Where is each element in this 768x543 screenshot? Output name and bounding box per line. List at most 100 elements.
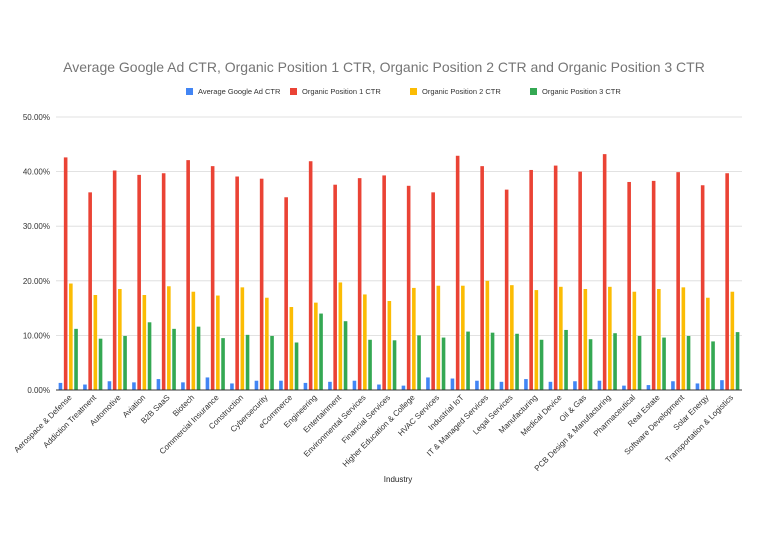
legend: Average Google Ad CTR Organic Position 1 … [186,87,621,96]
bar [524,379,528,390]
bar [686,335,691,390]
bar [83,384,87,390]
bar [662,337,666,390]
bar [392,340,397,390]
bar [515,333,519,390]
chart-title: Average Google Ad CTR, Organic Position … [63,59,705,75]
bar [142,295,147,390]
bar [632,291,637,390]
bar [319,313,323,390]
bar [343,321,348,390]
bar [735,332,740,390]
bar [573,381,577,390]
bar [455,155,460,390]
bar [681,287,686,390]
bar [490,332,495,390]
bar [259,178,264,390]
bar [363,294,367,390]
y-tick-label: 40.00% [23,168,50,177]
bar [671,381,675,390]
bar [74,328,78,390]
bar [504,189,509,390]
bar [382,175,386,390]
bar [240,287,245,390]
bar [289,307,294,390]
bar [191,291,196,390]
bar [137,174,141,390]
legend-swatch [290,88,297,95]
bar [88,192,92,390]
bar [230,383,234,390]
y-axis-ticks: 0.00% 10.00% 20.00% 30.00% 40.00% 50.00% [23,113,50,395]
bar [651,180,656,390]
bar [711,341,715,390]
y-tick-label: 10.00% [23,331,50,340]
bar [578,171,582,390]
bar [564,329,568,390]
bar [107,381,112,390]
bar [196,326,201,390]
bar [93,295,98,390]
bar [548,381,553,390]
bar [613,333,617,390]
bar [205,377,210,390]
bar [368,339,372,390]
bar [588,339,593,390]
bar [539,339,544,390]
bar [720,380,724,390]
y-tick-label: 0.00% [27,386,50,395]
y-tick-label: 30.00% [23,222,50,231]
bar [676,172,680,390]
bar [118,288,122,390]
bar [172,328,176,390]
bar [161,173,166,390]
bar [431,192,435,390]
bar [700,185,705,390]
bar [123,335,127,390]
bar [553,165,558,390]
x-axis-label: Industry [384,475,412,484]
bar [510,285,514,390]
grid-lines [56,116,742,336]
bar [534,290,539,390]
bar [441,337,446,390]
legend-swatch [530,88,537,95]
bar [254,380,259,390]
legend-label: Average Google Ad CTR [198,87,281,96]
legend-label: Organic Position 2 CTR [422,87,501,96]
bar [695,383,700,390]
bar [377,384,381,390]
bar [627,181,631,390]
bar [284,197,288,390]
legend-swatch [186,88,193,95]
bar [156,379,161,390]
bar [417,335,421,390]
bar [132,382,136,390]
bar [657,288,661,390]
bar [461,285,465,390]
y-tick-label: 20.00% [23,277,50,286]
bar [499,381,504,390]
bar [485,280,490,390]
bar [181,382,185,390]
bar [69,283,73,390]
bar [265,297,269,390]
bar [637,335,642,390]
bar [186,160,190,390]
bar [58,382,63,390]
bar [706,297,710,390]
legend-label: Organic Position 1 CTR [302,87,381,96]
bar [112,170,117,390]
bar [426,377,430,390]
bar [303,382,308,390]
bar [529,169,533,390]
bar [622,385,626,390]
bar [210,166,215,390]
bar [167,286,171,390]
bar [466,331,470,390]
bar [597,380,602,390]
bar [245,334,250,390]
bar [608,286,612,390]
